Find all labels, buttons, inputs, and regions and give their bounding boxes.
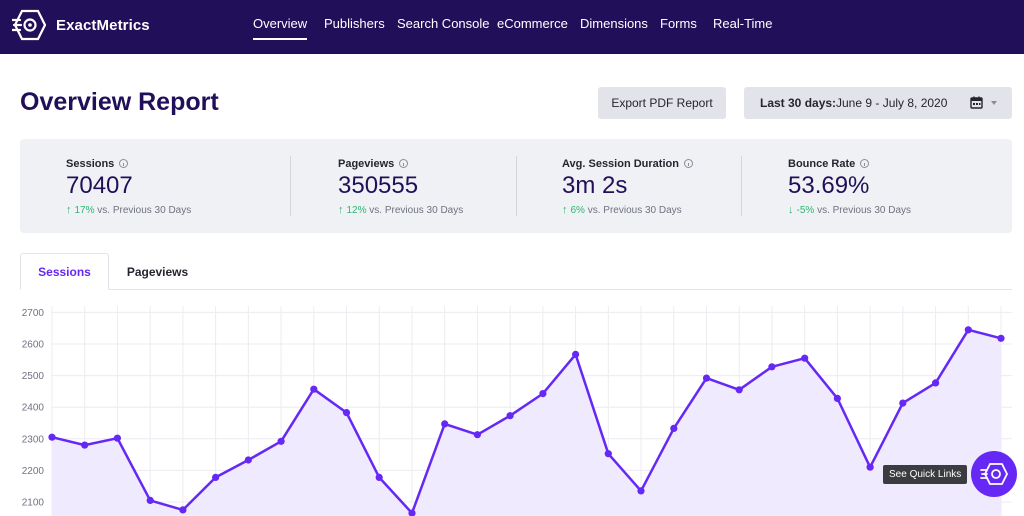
sessions-chart: 2100 2200 2300 2400 2500 2600 2700 bbox=[22, 306, 1012, 516]
y-tick-label: 2100 bbox=[22, 498, 45, 509]
data-point bbox=[81, 441, 89, 449]
metric-change: 17% bbox=[74, 205, 95, 216]
exactmetrics-logo-icon bbox=[12, 9, 46, 41]
data-point bbox=[473, 431, 481, 439]
arrow-down-icon: ↓ bbox=[788, 204, 794, 216]
nav-item-publishers[interactable]: Publishers bbox=[324, 16, 385, 31]
data-point bbox=[866, 463, 874, 471]
metric-label: Avg. Session Duration bbox=[562, 158, 679, 170]
data-point bbox=[113, 434, 121, 442]
metric-label: Pageviews bbox=[338, 158, 395, 170]
y-tick-label: 2700 bbox=[22, 308, 45, 319]
data-point bbox=[637, 487, 645, 495]
data-point bbox=[539, 390, 547, 398]
data-point bbox=[964, 326, 972, 334]
nav-item-real-time[interactable]: Real-Time bbox=[713, 16, 773, 31]
date-range-label: Last 30 days: bbox=[760, 96, 837, 110]
data-point bbox=[375, 473, 383, 481]
metric-comparison: vs. Previous 30 Days bbox=[369, 205, 464, 216]
nav-item-forms[interactable]: Forms bbox=[660, 16, 697, 31]
metric-value: 70407 bbox=[66, 172, 133, 199]
data-point bbox=[997, 334, 1005, 342]
export-pdf-button[interactable]: Export PDF Report bbox=[598, 87, 726, 119]
tab-pageviews[interactable]: Pageviews bbox=[126, 264, 189, 279]
nav-item-overview[interactable]: Overview bbox=[253, 16, 308, 40]
data-point bbox=[670, 424, 678, 432]
arrow-up-icon: ↑ bbox=[338, 204, 344, 216]
quick-links-tooltip: See Quick Links bbox=[883, 465, 968, 484]
y-tick-label: 2500 bbox=[22, 371, 45, 382]
data-point bbox=[212, 473, 220, 481]
data-point bbox=[310, 385, 318, 393]
logo[interactable]: ExactMetrics bbox=[12, 9, 150, 41]
info-icon[interactable] bbox=[119, 159, 129, 168]
metric-value: 3m 2s bbox=[562, 172, 628, 199]
metric-value: 53.69% bbox=[788, 172, 870, 199]
metric-comparison: vs. Previous 30 Days bbox=[587, 205, 682, 216]
arrow-up-icon: ↑ bbox=[562, 204, 568, 216]
data-point bbox=[48, 433, 56, 441]
metric-change: 12% bbox=[346, 205, 367, 216]
y-tick-label: 2600 bbox=[22, 340, 45, 351]
date-range-picker[interactable]: Last 30 days: June 9 - July 8, 2020 bbox=[744, 87, 1012, 119]
divider bbox=[516, 156, 517, 216]
tab-sessions[interactable]: Sessions bbox=[20, 253, 109, 290]
metric-change: 6% bbox=[570, 205, 585, 216]
data-point bbox=[277, 437, 285, 445]
data-point bbox=[604, 450, 612, 458]
page-title: Overview Report bbox=[20, 88, 219, 116]
metric-comparison: vs. Previous 30 Days bbox=[97, 205, 192, 216]
data-point bbox=[244, 456, 252, 464]
metric-label: Bounce Rate bbox=[788, 158, 856, 170]
series-line bbox=[51, 328, 1002, 515]
calendar-icon[interactable] bbox=[970, 96, 983, 109]
metric-value: 350555 bbox=[338, 172, 419, 199]
quick-links-button[interactable] bbox=[971, 451, 1017, 497]
divider bbox=[741, 156, 742, 216]
data-point bbox=[899, 399, 907, 407]
data-point bbox=[768, 363, 776, 371]
data-point bbox=[441, 420, 449, 428]
data-point bbox=[702, 374, 711, 382]
y-tick-label: 2300 bbox=[22, 434, 45, 445]
logo-text: ExactMetrics bbox=[56, 16, 150, 34]
date-range-value: June 9 - July 8, 2020 bbox=[836, 96, 948, 110]
nav-item-search-console[interactable]: Search Console bbox=[397, 16, 490, 31]
nav-item-dimensions[interactable]: Dimensions bbox=[580, 16, 648, 31]
data-point bbox=[735, 386, 743, 394]
data-point bbox=[408, 509, 416, 516]
quick-links-icon bbox=[980, 463, 1009, 485]
data-point bbox=[342, 409, 351, 417]
data-point bbox=[572, 350, 580, 358]
data-point bbox=[146, 496, 154, 504]
y-tick-label: 2400 bbox=[22, 403, 45, 414]
top-nav-bar: ExactMetrics Overview Publishers Search … bbox=[0, 0, 1024, 54]
metric-label: Sessions bbox=[66, 158, 115, 170]
series-area bbox=[52, 329, 1001, 516]
info-icon[interactable] bbox=[683, 159, 693, 168]
data-point bbox=[932, 379, 940, 387]
metric-comparison: vs. Previous 30 Days bbox=[817, 205, 912, 216]
data-point bbox=[801, 354, 809, 362]
info-icon[interactable] bbox=[860, 159, 870, 168]
nav-item-ecommerce[interactable]: eCommerce bbox=[497, 16, 568, 31]
data-point bbox=[179, 506, 187, 514]
arrow-up-icon: ↑ bbox=[66, 204, 72, 216]
metric-change: -5% bbox=[796, 205, 815, 216]
tabs-divider bbox=[20, 289, 1012, 290]
metrics-panel: Sessions 70407 ↑ 17% vs. Previous 30 Days… bbox=[20, 139, 1012, 233]
data-point bbox=[506, 412, 514, 420]
info-icon[interactable] bbox=[399, 159, 409, 168]
chevron-down-icon[interactable] bbox=[991, 101, 997, 105]
divider bbox=[290, 156, 291, 216]
data-point bbox=[833, 394, 842, 402]
y-tick-label: 2200 bbox=[22, 466, 45, 477]
